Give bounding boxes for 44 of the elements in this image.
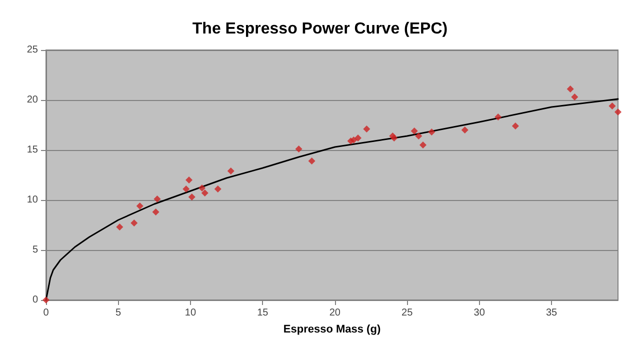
x-tick-label: 15: [257, 308, 269, 318]
x-tick-label: 35: [546, 308, 558, 318]
y-tick-label: 15: [26, 144, 38, 156]
point: [130, 220, 138, 226]
point: [308, 158, 316, 164]
point: [614, 108, 622, 116]
x-tick-label: 10: [184, 308, 196, 318]
x-axis-title: Espresso Mass (g): [283, 324, 381, 336]
point: [608, 102, 616, 110]
x-tick-label: 0: [43, 308, 50, 318]
y-tick-label: 0: [32, 294, 38, 306]
point: [214, 186, 222, 192]
point: [410, 128, 418, 134]
point: [571, 94, 578, 100]
chart-title: The Espresso Power Curve (EPC): [192, 20, 448, 38]
point: [566, 86, 574, 92]
point: [354, 134, 362, 142]
x-tick-label: 25: [402, 308, 414, 318]
point: [188, 194, 196, 200]
point: [186, 176, 192, 184]
point: [295, 146, 302, 152]
y-tick-label: 20: [26, 94, 38, 106]
point: [415, 132, 422, 140]
y-tick-label: 25: [26, 44, 38, 56]
point: [428, 128, 436, 136]
point: [198, 184, 206, 192]
x-tick-label: 20: [329, 308, 341, 318]
y-tick-label: 10: [26, 194, 38, 206]
x-tick-label: 30: [474, 308, 486, 318]
point: [363, 126, 370, 132]
y-tick-label: 5: [32, 244, 38, 256]
point: [154, 196, 161, 202]
point: [350, 136, 358, 144]
point: [201, 190, 208, 196]
point: [116, 224, 124, 230]
point: [136, 202, 144, 210]
point: [152, 208, 160, 216]
point: [227, 168, 234, 174]
point: [494, 114, 502, 120]
point: [512, 122, 519, 130]
point: [461, 126, 468, 134]
point: [420, 142, 426, 148]
point: [182, 186, 190, 192]
x-tick-label: 5: [115, 308, 122, 318]
